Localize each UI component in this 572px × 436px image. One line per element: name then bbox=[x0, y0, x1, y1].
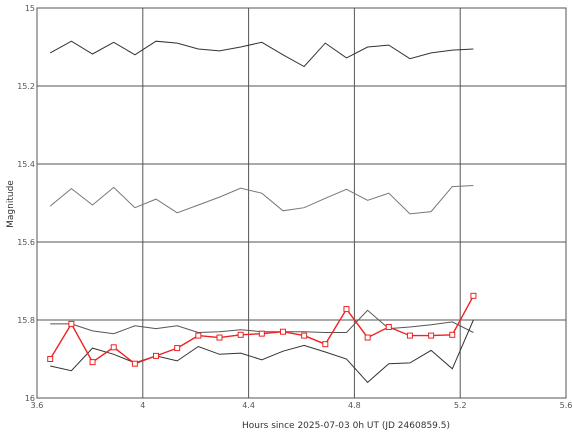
x-tick-label: 3.6 bbox=[31, 401, 44, 410]
data-point-marker bbox=[364, 334, 371, 341]
data-point-marker bbox=[258, 330, 265, 337]
y-tick-label: 15.8 bbox=[17, 316, 35, 325]
tick-labels: 3.6 4 4.4 4.8 5.2 5.6 15 15.2 15.4 15.6 15.8 16 bbox=[17, 4, 572, 410]
x-tick-label: 5.6 bbox=[560, 401, 572, 410]
series-line-2 bbox=[49, 185, 474, 215]
y-tick-label: 15.2 bbox=[17, 82, 35, 91]
data-point-marker bbox=[68, 320, 75, 327]
x-axis-title: Hours since 2025-07-03 0h UT (JD 2460859… bbox=[242, 421, 450, 431]
series-line-3 bbox=[50, 309, 474, 335]
data-point-marker bbox=[279, 328, 286, 335]
data-point-marker bbox=[385, 324, 392, 331]
x-tick-label: 4.4 bbox=[242, 401, 255, 410]
x-tick-label: 5.2 bbox=[454, 401, 467, 410]
y-tick-label: 16 bbox=[25, 394, 35, 403]
data-point-marker bbox=[174, 345, 181, 352]
data-point-marker bbox=[237, 331, 244, 338]
data-point-marker bbox=[470, 292, 477, 299]
x-tick-label: 4.8 bbox=[348, 401, 361, 410]
series-lines bbox=[47, 40, 477, 384]
data-point-marker bbox=[406, 332, 413, 339]
plot-frame bbox=[36, 7, 567, 399]
data-point-marker bbox=[449, 331, 456, 338]
data-point-marker bbox=[322, 341, 329, 348]
data-point-marker bbox=[110, 344, 117, 351]
grid bbox=[36, 7, 567, 399]
data-point-marker bbox=[153, 352, 160, 359]
series-line-5 bbox=[49, 295, 475, 365]
series-line-1 bbox=[49, 40, 474, 68]
y-tick-label: 15.4 bbox=[17, 160, 35, 169]
data-point-marker bbox=[89, 359, 96, 366]
data-point-marker bbox=[301, 332, 308, 339]
data-point-marker bbox=[131, 360, 138, 367]
data-point-marker bbox=[428, 332, 435, 339]
y-tick-label: 15.6 bbox=[17, 238, 35, 247]
data-point-marker bbox=[47, 356, 54, 362]
data-point-marker bbox=[216, 334, 223, 341]
series-line-4 bbox=[50, 319, 474, 384]
y-tick-label: 15 bbox=[25, 4, 35, 13]
y-axis-title: Magnitude bbox=[6, 180, 16, 228]
data-point-marker bbox=[343, 306, 350, 313]
data-point-marker bbox=[195, 332, 202, 339]
x-tick-label: 4 bbox=[140, 401, 145, 410]
